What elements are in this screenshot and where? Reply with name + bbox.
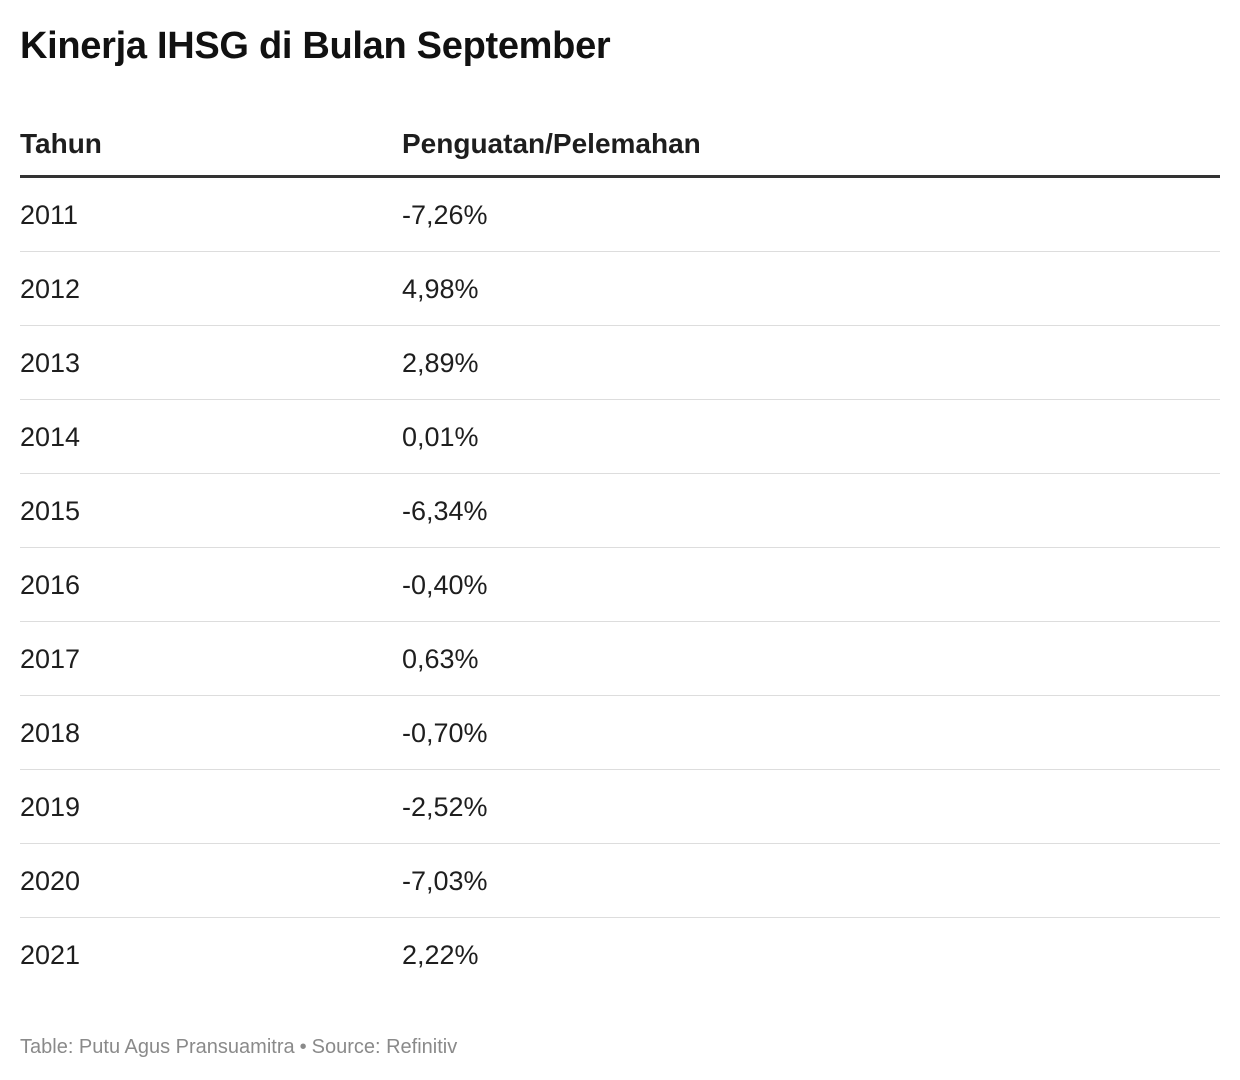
table-row: 2020 -7,03%: [20, 844, 1220, 918]
cell-value: -0,40%: [402, 570, 488, 600]
table-row: 2011 -7,26%: [20, 178, 1220, 252]
table-body: 2011 -7,26% 2012 4,98% 2013 2,89% 2014 0,01% 201…: [20, 178, 1220, 992]
table-row: 2021 2,22%: [20, 918, 1220, 992]
cell-year: 2013: [20, 348, 81, 378]
cell-value: 4,98%: [402, 274, 479, 304]
column-header-year: Tahun: [20, 128, 102, 159]
table-row: 2015 -6,34%: [20, 474, 1220, 548]
cell-value: -0,70%: [402, 718, 488, 748]
table-row: 2014 0,01%: [20, 400, 1220, 474]
table-footer: Table: Putu Agus Pransuamitra • Source: Re…: [20, 1034, 457, 1060]
table-row: 2012 4,98%: [20, 252, 1220, 326]
data-table: Tahun Penguatan/Pelemahan 2011 -7,26% 2012…: [20, 108, 1220, 992]
cell-year: 2019: [20, 792, 81, 822]
cell-value: -7,26%: [402, 200, 488, 230]
table-row: 2018 -0,70%: [20, 696, 1220, 770]
footer-credit: Table: Putu Agus Pransuamitra: [20, 1036, 295, 1058]
cell-value: -7,03%: [402, 866, 488, 896]
cell-year: 2015: [20, 496, 81, 526]
column-header-value: Penguatan/Pelemahan: [402, 128, 701, 159]
cell-year: 2014: [20, 422, 81, 452]
table-row: 2019 -2,52%: [20, 770, 1220, 844]
footer-source: Source: Refinitiv: [311, 1036, 458, 1058]
cell-year: 2011: [20, 200, 79, 230]
cell-year: 2012: [20, 274, 81, 304]
cell-year: 2020: [20, 866, 81, 896]
cell-value: 0,01%: [402, 422, 479, 452]
footer-separator: •: [299, 1036, 307, 1058]
table-title: Kinerja IHSG di Bulan September: [20, 25, 611, 67]
cell-value: 0,63%: [402, 644, 479, 674]
table-header: Tahun Penguatan/Pelemahan: [20, 108, 1220, 178]
table-row: 2016 -0,40%: [20, 548, 1220, 622]
cell-year: 2017: [20, 644, 81, 674]
table-row: 2017 0,63%: [20, 622, 1220, 696]
cell-value: 2,89%: [402, 348, 479, 378]
cell-year: 2018: [20, 718, 81, 748]
cell-value: 2,22%: [402, 940, 479, 970]
cell-value: -6,34%: [402, 496, 488, 526]
table-row: 2013 2,89%: [20, 326, 1220, 400]
cell-year: 2016: [20, 570, 81, 600]
cell-year: 2021: [20, 940, 81, 970]
cell-value: -2,52%: [402, 792, 488, 822]
